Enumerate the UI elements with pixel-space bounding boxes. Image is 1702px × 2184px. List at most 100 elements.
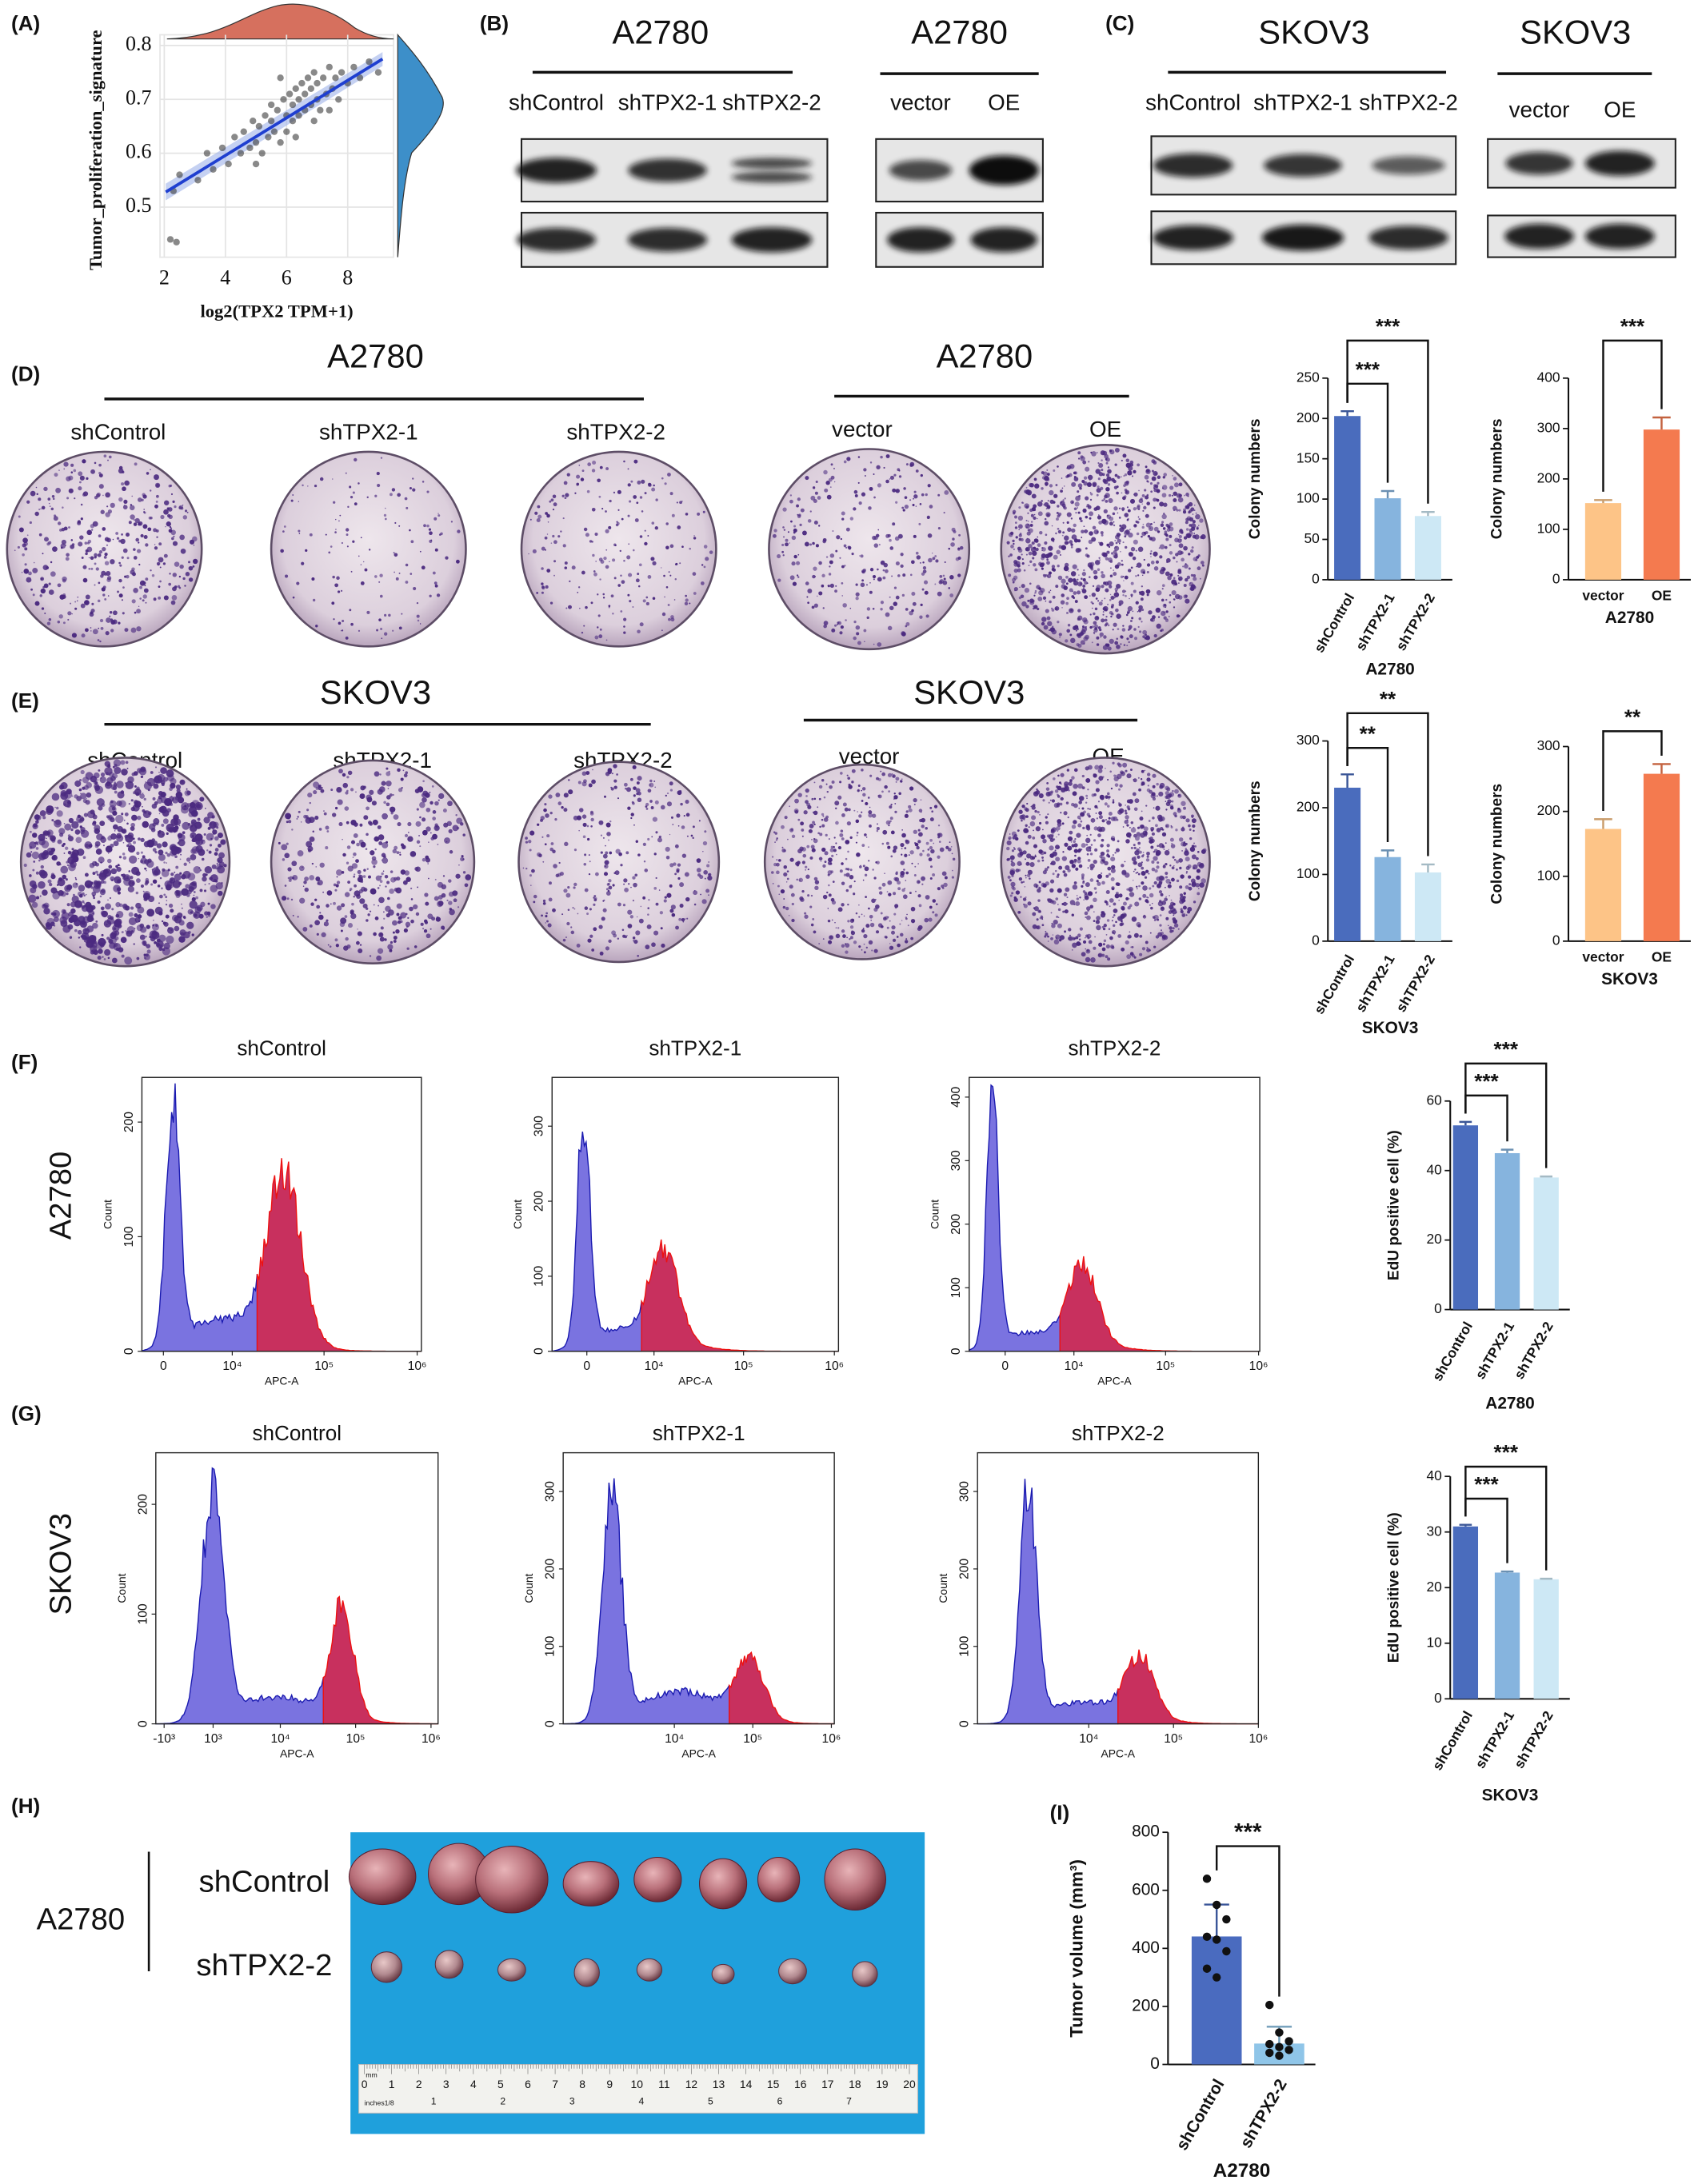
colony	[1013, 586, 1018, 592]
colony	[620, 574, 622, 577]
colony	[880, 608, 883, 611]
colony	[919, 615, 923, 619]
colony	[153, 920, 154, 921]
colony	[346, 789, 349, 793]
colony	[383, 801, 386, 805]
colony	[653, 887, 657, 890]
colony	[1090, 817, 1096, 823]
colony	[1133, 860, 1137, 865]
colony	[1050, 937, 1053, 940]
colony	[349, 609, 352, 612]
colony	[818, 525, 821, 527]
colony	[126, 876, 130, 879]
colony	[880, 912, 883, 915]
colony	[1078, 796, 1085, 801]
colony	[1079, 486, 1082, 490]
colony	[284, 852, 290, 859]
colony	[184, 509, 188, 513]
colony	[797, 497, 801, 501]
colony	[1157, 481, 1160, 485]
colony	[112, 765, 115, 769]
colony	[335, 884, 339, 888]
colony	[913, 534, 917, 538]
colony	[1133, 507, 1137, 511]
colony	[1085, 794, 1089, 797]
colony	[1051, 833, 1054, 837]
colony	[1139, 630, 1142, 633]
colony	[1064, 541, 1069, 545]
colony	[1157, 530, 1161, 533]
colony	[136, 924, 143, 932]
colony	[1143, 826, 1149, 832]
colony	[398, 626, 402, 630]
colony	[565, 493, 569, 497]
colony	[1017, 556, 1021, 561]
colony	[1045, 600, 1047, 602]
colony	[284, 813, 291, 820]
colony	[138, 563, 141, 566]
colony	[111, 957, 118, 964]
colony	[1093, 631, 1095, 634]
colony	[128, 912, 134, 917]
colony	[1153, 497, 1157, 502]
colony	[53, 916, 59, 923]
colony	[1023, 828, 1029, 833]
colony	[895, 595, 900, 600]
colony	[133, 588, 138, 593]
colony	[342, 782, 349, 789]
colony	[1165, 618, 1169, 622]
colony	[335, 944, 339, 948]
colony	[1090, 601, 1093, 604]
colony	[204, 884, 206, 886]
panel-label: (H)	[11, 1794, 40, 1818]
colony	[1160, 826, 1164, 831]
colony	[1073, 597, 1076, 600]
colony	[369, 789, 374, 795]
colony	[660, 927, 663, 930]
colony	[1073, 625, 1079, 629]
colony	[379, 773, 382, 776]
colony	[624, 935, 628, 939]
colony	[383, 917, 386, 920]
colony	[878, 886, 882, 890]
colony	[917, 894, 921, 898]
colony	[894, 810, 897, 814]
colony	[94, 844, 99, 848]
colony	[114, 783, 118, 787]
colony	[449, 850, 453, 854]
colony	[1076, 832, 1081, 838]
colony	[1071, 528, 1076, 533]
colony	[359, 793, 366, 800]
blot-band	[1584, 223, 1655, 250]
colony	[545, 585, 549, 589]
colony	[701, 581, 705, 585]
colony	[592, 553, 595, 557]
colony	[642, 896, 646, 900]
colony	[1137, 508, 1141, 510]
colony	[366, 806, 370, 811]
colony	[345, 791, 349, 795]
colony	[821, 779, 825, 782]
colony	[151, 867, 161, 876]
colony	[1126, 832, 1132, 838]
colony	[1145, 899, 1149, 903]
colony	[169, 525, 172, 529]
colony	[1158, 900, 1162, 903]
colony	[939, 575, 943, 578]
colony	[455, 559, 460, 564]
colony	[1093, 575, 1098, 580]
colony	[79, 817, 85, 822]
colony	[461, 855, 464, 858]
colony	[344, 806, 350, 811]
colony	[170, 879, 174, 882]
colony	[584, 906, 589, 910]
colony	[138, 605, 140, 607]
colony	[1073, 843, 1078, 848]
colony	[145, 880, 150, 884]
colonies	[14, 454, 198, 643]
colony	[680, 802, 683, 806]
colony	[1051, 568, 1055, 572]
colony	[1018, 877, 1023, 881]
colony	[1161, 584, 1165, 587]
colony	[685, 813, 690, 817]
